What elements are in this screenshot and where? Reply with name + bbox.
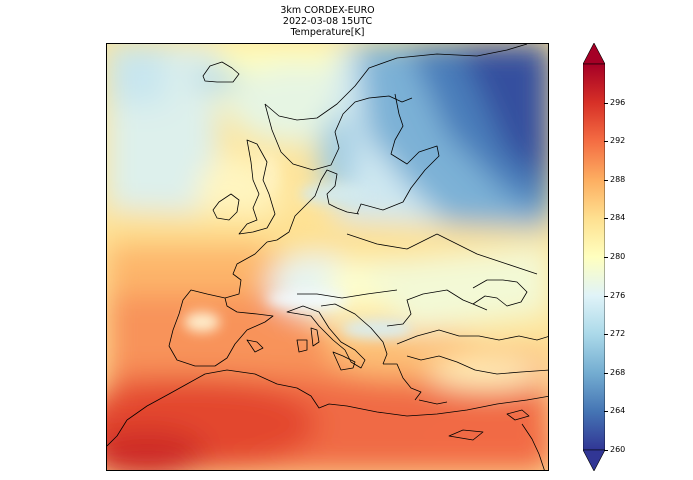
- chart-title-line-2: 2022-03-08 15UTC: [282, 16, 373, 27]
- colorbar: [582, 42, 606, 472]
- temperature-map: [106, 43, 549, 471]
- coastlines: [107, 44, 548, 470]
- colorbar-tick: [604, 296, 608, 297]
- colorbar-tick-label: 264: [610, 406, 626, 415]
- colorbar-tick: [604, 450, 608, 451]
- colorbar-tick-label: 288: [610, 175, 626, 184]
- colorbar-tick-label: 260: [610, 445, 626, 454]
- colorbar-gradient: [582, 63, 606, 451]
- colorbar-max-arrow: [582, 42, 606, 65]
- colorbar-tick-label: 276: [610, 291, 626, 300]
- chart-title-line-3: Temperature[K]: [290, 27, 365, 38]
- colorbar-tick: [604, 257, 608, 258]
- colorbar-tick: [604, 141, 608, 142]
- colorbar-tick: [604, 103, 608, 104]
- colorbar-tick: [604, 373, 608, 374]
- colorbar-tick: [604, 334, 608, 335]
- chart-title-line-1: 3km CORDEX-EURO: [280, 5, 375, 16]
- colorbar-tick-label: 284: [610, 213, 626, 222]
- colorbar-tick: [604, 218, 608, 219]
- temperature-field: [107, 44, 548, 470]
- colorbar-tick: [604, 411, 608, 412]
- colorbar-tick-label: 292: [610, 136, 626, 145]
- colorbar-min-arrow: [582, 449, 606, 472]
- colorbar-tick-label: 296: [610, 98, 626, 107]
- colorbar-tick-label: 280: [610, 252, 626, 261]
- colorbar-tick-label: 268: [610, 368, 626, 377]
- colorbar-tick-label: 272: [610, 329, 626, 338]
- colorbar-tick: [604, 180, 608, 181]
